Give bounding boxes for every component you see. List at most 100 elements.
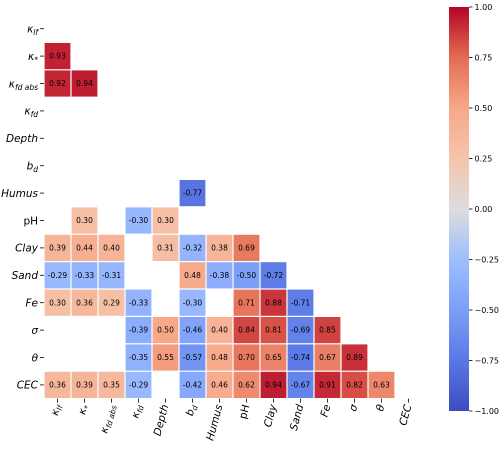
cell-value-label: 0.85 (319, 326, 336, 335)
cell-value-label: 0.71 (238, 298, 255, 307)
cell-value-label: -0.50 (237, 271, 257, 280)
x-tick-label: Clay (262, 403, 280, 429)
x-tick-label: Sand (288, 403, 307, 432)
heatmap-cell (152, 234, 179, 261)
cell-value-label: 0.36 (76, 298, 93, 307)
x-tick-label: κ* (76, 403, 92, 416)
x-tick-label: pH (237, 403, 252, 420)
y-tick-label: Humus (1, 188, 38, 200)
heatmap-cell (125, 317, 152, 344)
cell-value-label: -0.35 (129, 353, 149, 362)
heatmap-cell (314, 344, 341, 371)
colorbar-tick-label: −1.00 (475, 407, 500, 416)
heatmap-cell (233, 289, 260, 316)
heatmap-cell (152, 317, 179, 344)
cell-value-label: -0.42 (183, 381, 203, 390)
heatmap-cell (179, 289, 206, 316)
heatmap-cell (44, 43, 71, 70)
cell-value-label: -0.30 (183, 298, 203, 307)
x-axis: κlf κ* κfd abs κfd Depth bd Humus pH Clay Sand Fe σ… (49, 398, 415, 442)
colorbar-gradient (449, 7, 469, 411)
heatmap-cell (206, 262, 233, 289)
colorbar-tick-label: 0.25 (475, 154, 493, 163)
heatmap-cell (125, 371, 152, 398)
heatmap-cell (260, 344, 287, 371)
cell-value-label: 0.29 (103, 298, 120, 307)
cell-value-label: 0.94 (265, 381, 282, 390)
cell-value-label: -0.57 (183, 353, 203, 362)
colorbar-tick-label: −0.75 (475, 356, 500, 365)
heatmap-cell (341, 344, 368, 371)
cell-value-label: -0.71 (291, 298, 311, 307)
cell-value-label: 0.36 (49, 381, 66, 390)
cell-value-label: -0.46 (183, 326, 203, 335)
y-tick-label: Depth (6, 133, 38, 145)
cell-value-label: 0.35 (103, 381, 120, 390)
cell-value-label: 0.81 (265, 326, 282, 335)
y-tick-label: Clay (15, 243, 39, 255)
cell-value-label: -0.33 (75, 271, 95, 280)
colorbar-tick-label: 0.00 (475, 205, 493, 214)
heatmap-cell (260, 371, 287, 398)
heatmap-cell (179, 344, 206, 371)
cell-value-label: 0.30 (157, 216, 174, 225)
heatmap-cell (44, 289, 71, 316)
x-tick-label: κfd abs (98, 403, 119, 435)
heatmap-cell (206, 344, 233, 371)
colorbar-ticks: 1.00 0.75 0.50 0.25 0.00 −0.25 −0.50 −0.75 −1.00 (469, 3, 499, 416)
heatmap-cell (314, 371, 341, 398)
y-tick-label: κfd (24, 106, 38, 120)
cell-value-label: -0.29 (48, 271, 68, 280)
colorbar-tick-label: −0.25 (475, 255, 500, 264)
cell-value-label: 0.55 (157, 353, 174, 362)
x-tick-label: Fe (319, 403, 334, 418)
heatmap-cell (125, 344, 152, 371)
x-tick-label: κfd (129, 403, 146, 420)
heatmap-cell (287, 289, 314, 316)
cell-value-label: 0.44 (76, 244, 93, 253)
cell-value-label: -0.74 (291, 353, 311, 362)
heatmap-cell (233, 262, 260, 289)
colorbar: 1.00 0.75 0.50 0.25 0.00 −0.25 −0.50 −0.75 −1.00 (449, 3, 499, 416)
heatmap-cell (287, 344, 314, 371)
heatmap-cell-values: 0.93 0.92 0.94 -0.77 0.30 -0.30 0.30 0.39 0.44 0.… (48, 52, 390, 390)
heatmap-cell (179, 317, 206, 344)
heatmap-cell (71, 289, 98, 316)
heatmap-cell (71, 207, 98, 234)
y-tick-label: pH (23, 215, 38, 227)
cell-value-label: 0.39 (49, 244, 66, 253)
heatmap-cell (260, 317, 287, 344)
cell-value-label: 0.63 (373, 381, 390, 390)
cell-value-label: 0.30 (76, 216, 93, 225)
heatmap-cell (44, 262, 71, 289)
cell-value-label: 0.30 (49, 298, 66, 307)
heatmap-cell (152, 344, 179, 371)
cell-value-label: -0.72 (264, 271, 284, 280)
cell-value-label: 0.93 (49, 52, 66, 61)
heatmap-cell (314, 317, 341, 344)
y-tick-label: Sand (12, 270, 39, 282)
x-tick-label: κlf (49, 402, 65, 417)
y-tick-label: θ (32, 352, 39, 364)
heatmap-cell (179, 180, 206, 207)
cell-value-label: 0.82 (346, 381, 363, 390)
heatmap-cell (368, 371, 395, 398)
y-tick-label: bd (27, 161, 39, 175)
heatmap-cell (206, 371, 233, 398)
cell-value-label: 0.40 (211, 326, 228, 335)
cell-value-label: 0.88 (265, 298, 282, 307)
heatmap-cell (179, 234, 206, 261)
heatmap-cell (125, 207, 152, 234)
heatmap-cell (206, 234, 233, 261)
x-tick-label: σ (347, 403, 360, 413)
y-axis: κlf κ* κfd abs κfd Depth bd Humus pH Clay Sand Fe σ… (1, 24, 44, 392)
heatmap-cell (71, 70, 98, 97)
heatmap-cell (233, 344, 260, 371)
x-tick-label: bd (184, 403, 200, 418)
cell-value-label: -0.33 (129, 298, 149, 307)
cell-value-label: -0.29 (129, 381, 149, 390)
heatmap-cell (179, 262, 206, 289)
colorbar-tick-label: 1.00 (475, 3, 493, 12)
heatmap-cells (44, 43, 395, 398)
heatmap-cell (206, 317, 233, 344)
